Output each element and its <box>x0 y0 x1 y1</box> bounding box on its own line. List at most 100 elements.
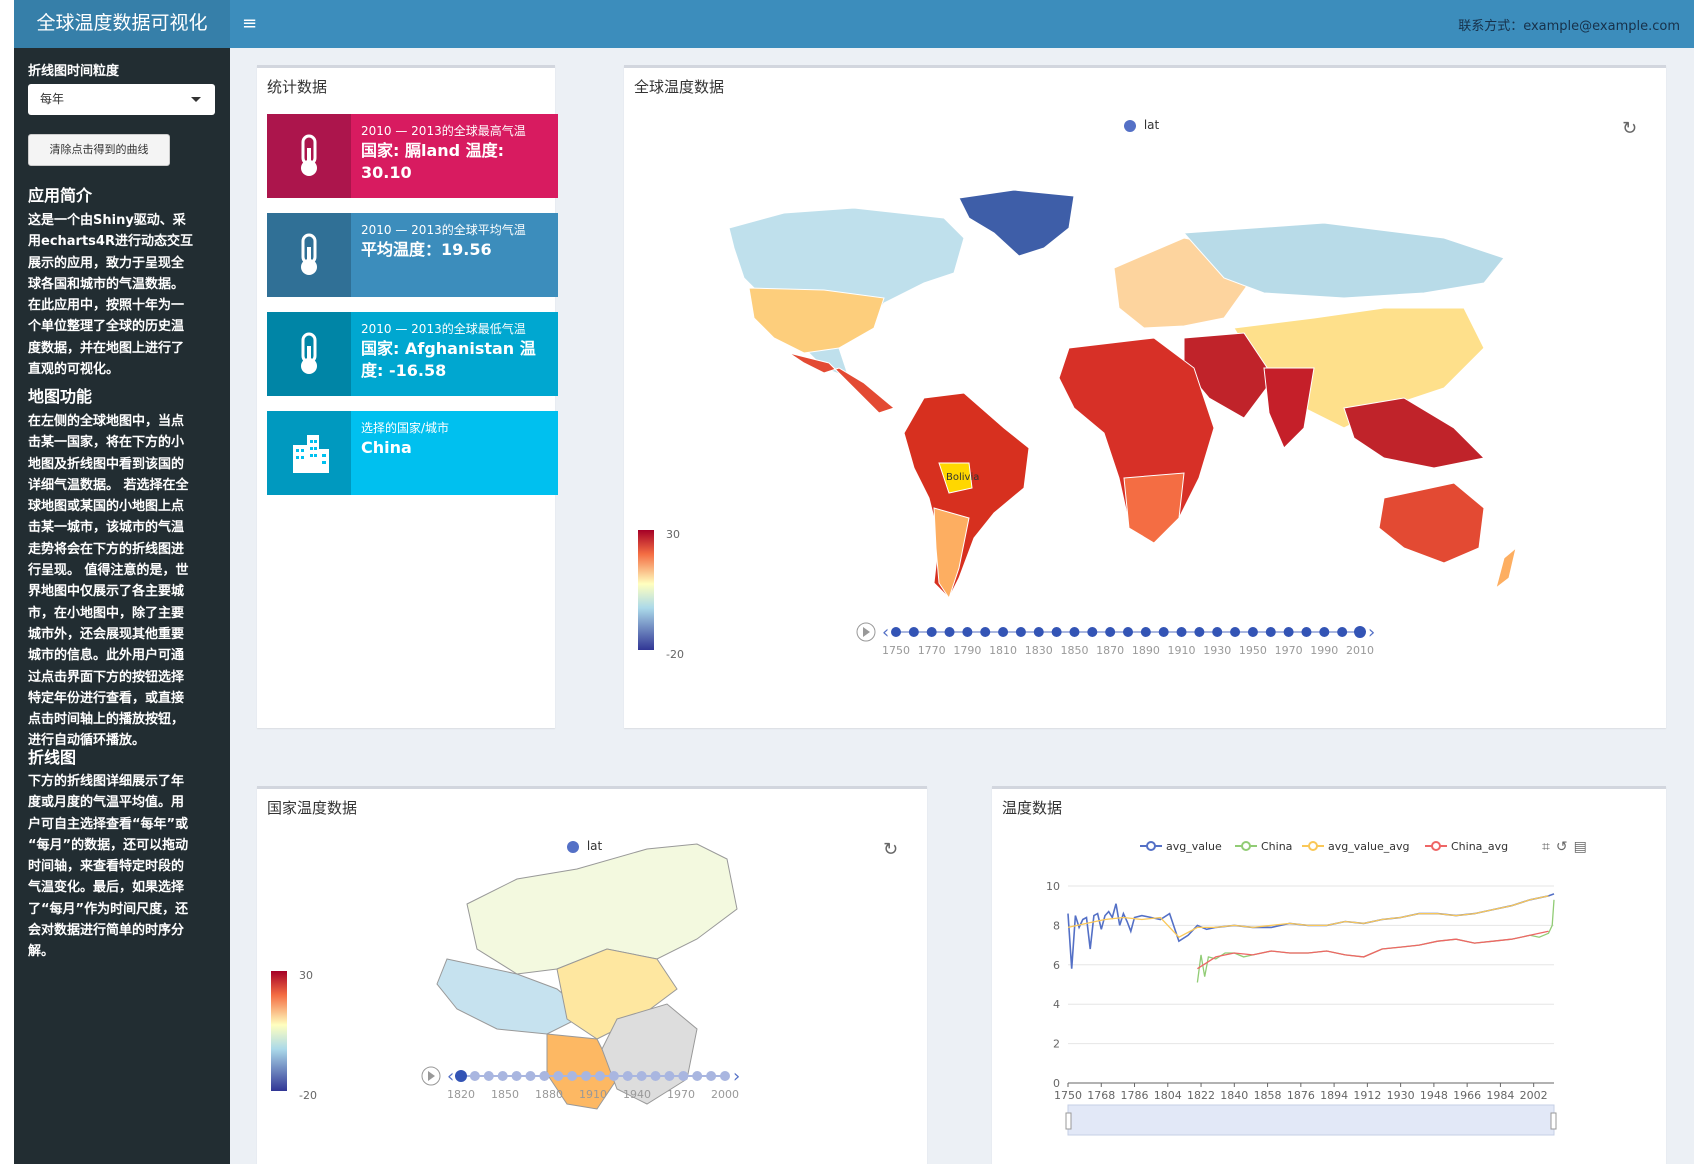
timeline-point[interactable] <box>891 627 901 637</box>
country-map-chart[interactable]: 30 -20 ‹ › 1820 1850 1880 1910 1940 1970 2000 <box>257 789 927 1164</box>
timeline-point[interactable] <box>1105 627 1116 637</box>
timeline-point[interactable] <box>1283 627 1294 637</box>
timeline-tick-label: 1830 <box>1025 644 1053 657</box>
timeline-point[interactable] <box>511 1071 522 1081</box>
max-temp-label: 2010 — 2013的全球最高气温 <box>361 124 526 138</box>
timeline-point[interactable] <box>581 1071 592 1081</box>
timeline-point[interactable] <box>1140 627 1151 637</box>
country-map-title: 国家温度数据 <box>267 799 358 817</box>
y-tick-label: 4 <box>1053 998 1060 1011</box>
timeline-point[interactable] <box>998 627 1009 637</box>
play-icon[interactable] <box>421 1066 441 1086</box>
world-map-legend-label: lat <box>1143 118 1160 132</box>
timeline-point[interactable] <box>594 1071 605 1081</box>
restore-icon[interactable]: ↻ <box>1622 118 1638 139</box>
timeline-point[interactable] <box>1069 627 1080 637</box>
timeline-point[interactable] <box>1123 627 1133 637</box>
timeline-point[interactable] <box>483 1071 494 1081</box>
timeline-tick-label: 1870 <box>1096 644 1124 657</box>
granularity-select[interactable]: 每年 <box>28 84 215 115</box>
timeline-point[interactable] <box>706 1071 717 1081</box>
country-timeline[interactable]: ‹ › 1820 1850 1880 1910 1940 1970 2000 <box>421 1066 740 1101</box>
timeline-point[interactable] <box>1354 626 1366 638</box>
timeline-point[interactable] <box>608 1071 619 1081</box>
world-map-legend[interactable]: lat <box>1124 118 1159 132</box>
timeline-point[interactable] <box>497 1071 508 1081</box>
timeline-point[interactable] <box>1158 627 1169 637</box>
series-line-avg_value_avg[interactable] <box>1067 895 1549 939</box>
prev-icon[interactable]: ‹ <box>882 622 889 643</box>
timeline-point[interactable] <box>622 1071 633 1081</box>
world-visual-max: 30 <box>666 528 680 541</box>
timeline-point[interactable] <box>1051 627 1062 637</box>
timeline-point[interactable] <box>1033 627 1044 637</box>
timeline-point[interactable] <box>944 627 955 637</box>
timeline-point[interactable] <box>962 627 973 637</box>
central-america-shape <box>788 352 896 414</box>
hamburger-icon[interactable]: ≡ <box>242 13 258 34</box>
timeline-point[interactable] <box>1194 627 1205 637</box>
line-chart[interactable]: avg_value China avg_value_avg China_avg 0 2 4… <box>992 789 1666 1164</box>
timeline-point[interactable] <box>1230 627 1241 637</box>
timeline-point[interactable] <box>1015 627 1026 637</box>
legend-label[interactable]: avg_value_avg <box>1328 840 1410 853</box>
timeline-point[interactable] <box>720 1071 730 1081</box>
timeline-point[interactable] <box>553 1071 564 1081</box>
legend-label[interactable]: avg_value <box>1166 840 1222 853</box>
timeline-tick-label: 1930 <box>1203 644 1231 657</box>
world-map-title: 全球温度数据 <box>634 78 725 96</box>
play-icon[interactable] <box>856 622 876 642</box>
timeline-point[interactable] <box>908 627 919 637</box>
timeline-point[interactable] <box>539 1071 550 1081</box>
series-line-China[interactable] <box>1196 899 1555 983</box>
next-icon[interactable]: › <box>1368 622 1375 643</box>
timeline-point[interactable] <box>664 1071 675 1081</box>
country-map-legend[interactable]: lat <box>567 839 602 853</box>
next-icon[interactable]: › <box>733 1066 740 1087</box>
timeline-point[interactable] <box>1301 627 1312 637</box>
line-chart-legend[interactable]: avg_value China avg_value_avg China_avg <box>1140 840 1508 853</box>
timeline-point[interactable] <box>525 1071 536 1081</box>
clear-lines-button[interactable]: 清除点击得到的曲线 <box>28 134 170 166</box>
timeline-point[interactable] <box>980 627 991 637</box>
granularity-label: 折线图时间粒度 <box>28 64 120 79</box>
data-zoom-handle-right[interactable] <box>1550 1112 1557 1130</box>
thermometer-icon <box>267 114 351 198</box>
data-zoom-track[interactable] <box>1067 1104 1555 1136</box>
app-logo[interactable]: 全球温度数据可视化 <box>14 0 230 48</box>
data-view-icon[interactable]: ▤ <box>1573 839 1593 855</box>
restore-icon[interactable]: ↻ <box>883 839 899 860</box>
timeline-point[interactable] <box>1176 627 1187 637</box>
timeline-point[interactable] <box>1087 627 1098 637</box>
timeline-tick-label: 1890 <box>1132 644 1160 657</box>
series-line-China_avg[interactable] <box>1197 930 1549 970</box>
timeline-point[interactable] <box>1265 627 1276 637</box>
prev-icon[interactable]: ‹ <box>447 1066 454 1087</box>
timeline-point[interactable] <box>567 1071 578 1081</box>
zoom-reset-icon[interactable]: ↺ <box>1555 839 1574 855</box>
legend-label[interactable]: China <box>1261 840 1292 853</box>
selected-place-value: China <box>361 438 412 457</box>
legend-label[interactable]: China_avg <box>1451 840 1508 853</box>
timeline-point[interactable] <box>1337 627 1348 637</box>
timeline-point[interactable] <box>692 1071 703 1081</box>
section-heading-line: 折线图 <box>28 748 77 767</box>
timeline-point[interactable] <box>678 1071 689 1081</box>
series-line-avg_value[interactable] <box>1067 893 1555 969</box>
timeline-point[interactable] <box>650 1071 661 1081</box>
timeline-point[interactable] <box>469 1071 480 1081</box>
data-zoom-handle-left[interactable] <box>1065 1112 1072 1130</box>
country-visual-map[interactable] <box>271 971 287 1091</box>
timeline-point[interactable] <box>1212 627 1223 637</box>
world-timeline[interactable]: ‹ › 1750 1770 1790 1810 1830 1850 1870 1890 1910 19… <box>856 622 1375 657</box>
zoom-icon[interactable]: ⌗ <box>1542 839 1556 855</box>
world-visual-map[interactable] <box>638 530 654 650</box>
world-map-chart[interactable]: Bolivia 30 -20 ‹ › 1750 1770 1790 1810 1830 185… <box>624 68 1666 731</box>
timeline-point[interactable] <box>1319 627 1330 637</box>
timeline-point[interactable] <box>455 1070 467 1082</box>
timeline-point[interactable] <box>1247 627 1258 637</box>
timeline-point[interactable] <box>926 627 937 637</box>
timeline-point[interactable] <box>636 1071 647 1081</box>
legend-marker <box>1308 841 1318 851</box>
data-zoom-slider[interactable] <box>1065 1104 1557 1136</box>
